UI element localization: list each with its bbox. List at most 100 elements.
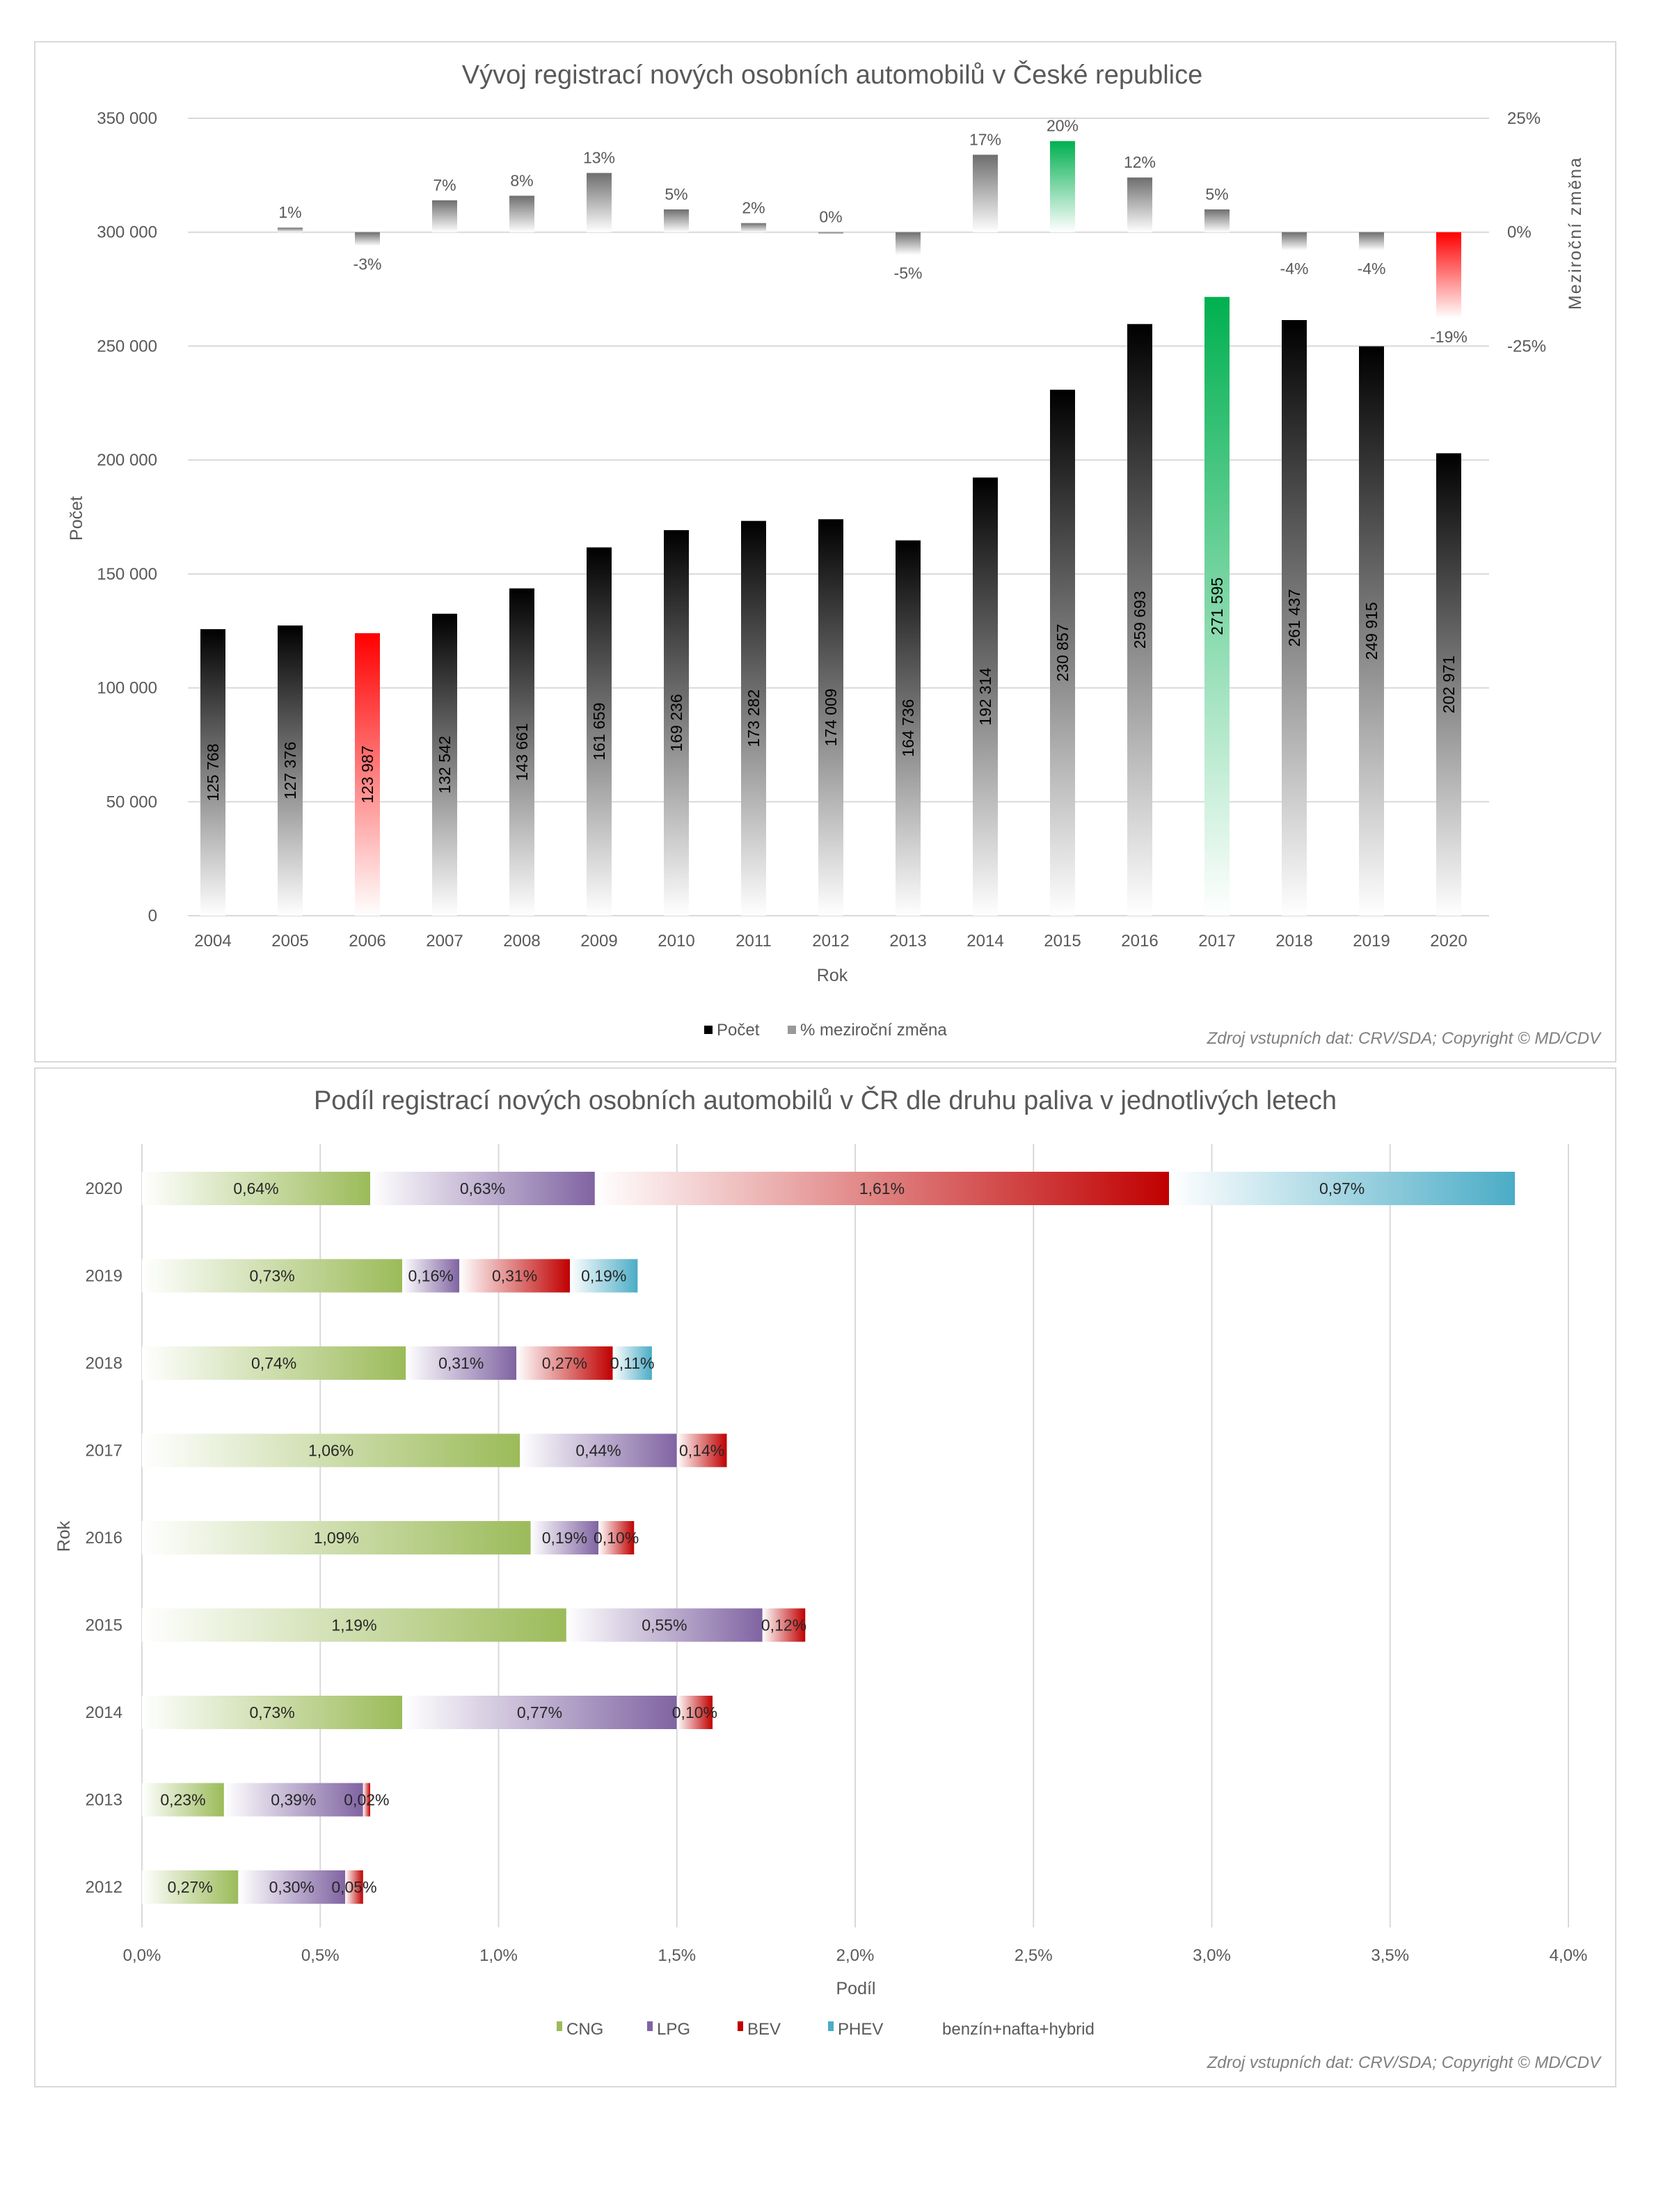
yoy-value-label: -4%	[1358, 260, 1386, 278]
bar-count-2014	[973, 477, 998, 916]
y-tick-label: 2012	[86, 1878, 122, 1897]
bar-bev-2020	[594, 1172, 1169, 1205]
yoy-value-label: 2%	[742, 199, 765, 217]
yoy-value-label: 12%	[1124, 153, 1156, 171]
bar-count-2013	[896, 540, 921, 916]
x-tick-label: 3,5%	[1371, 1946, 1409, 1965]
y-tick-label: 2019	[86, 1267, 122, 1286]
x-tick-label: 4,0%	[1550, 1946, 1588, 1965]
bar-yoy-2016	[1127, 177, 1152, 232]
bar-value-label: 174 009	[822, 689, 840, 747]
bar-yoy-2014	[973, 154, 998, 232]
legend-label-yoy: % meziroční změna	[800, 1021, 947, 1040]
legend-label: benzín+nafta+hybrid	[942, 2020, 1095, 2039]
bar-value-label: 202 971	[1440, 655, 1458, 713]
yoy-value-label: 5%	[1205, 185, 1228, 203]
bar-value-label: 0,73%	[249, 1703, 294, 1721]
legend: CNG LPG BEV PHEV benzín+nafta+hybrid	[557, 2020, 1095, 2039]
bar-cng-2020	[142, 1172, 370, 1205]
bar-value-label: 0,05%	[331, 1878, 376, 1896]
bar-cng-2017	[142, 1433, 520, 1467]
bar-lpg-2018	[406, 1346, 517, 1380]
y-tick-label: 150 000	[97, 565, 157, 584]
x-tick-label: 0,0%	[123, 1946, 161, 1965]
bar-lpg-2016	[530, 1521, 598, 1554]
bar-yoy-2007	[432, 200, 457, 232]
y-axis-label: Rok	[54, 1520, 74, 1552]
legend-label: BEV	[747, 2020, 781, 2039]
bar-value-label: 0,97%	[1319, 1179, 1365, 1197]
bar-cng-2018	[142, 1346, 406, 1380]
bar-yoy-2017	[1204, 209, 1230, 232]
yoy-value-label: 13%	[583, 149, 615, 167]
bar-count-2007	[432, 614, 457, 916]
legend-swatch-yoy	[788, 1026, 796, 1034]
bar-value-label: 0,19%	[542, 1529, 587, 1547]
legend-swatch	[828, 2021, 834, 2031]
bar-bev-2015	[762, 1608, 806, 1642]
x-tick-label: 2016	[1121, 932, 1158, 950]
y2-axis-label: Meziroční změna	[1566, 157, 1585, 310]
bar-value-label: 161 659	[590, 703, 608, 761]
x-tick-label: 2019	[1353, 932, 1390, 950]
x-tick-label: 2017	[1198, 932, 1235, 950]
bar-bev-2017	[676, 1433, 727, 1467]
bar-value-label: 0,64%	[233, 1179, 278, 1197]
chart-panel-fuel-share	[34, 1067, 1616, 2087]
bar-value-label: 164 736	[899, 699, 917, 757]
yoy-value-label: -4%	[1280, 260, 1309, 278]
bar-count-2005	[278, 625, 303, 916]
bar-value-label: 0,12%	[761, 1616, 806, 1634]
bar-bev-2012	[345, 1870, 363, 1904]
yoy-value-label: 0%	[819, 208, 842, 226]
bar-value-label: 0,10%	[672, 1703, 717, 1721]
y-tick-label: 0	[148, 907, 157, 925]
x-tick-label: 2008	[503, 932, 540, 950]
bar-bev-2018	[516, 1346, 613, 1380]
bar-count-2018	[1282, 319, 1307, 916]
x-tick-label: 1,0%	[479, 1946, 518, 1965]
x-axis-label: Rok	[817, 966, 848, 985]
bar-value-label: 0,02%	[344, 1791, 389, 1809]
y-tick-label: 2015	[86, 1616, 122, 1635]
bar-yoy-2020	[1436, 232, 1461, 319]
yoy-value-label: 5%	[665, 185, 687, 203]
legend-label-pocet: Počet	[717, 1021, 760, 1040]
legend-label: PHEV	[838, 2020, 883, 2039]
bar-bev-2016	[598, 1521, 635, 1554]
bar-value-label: 123 987	[358, 745, 376, 803]
y-tick-label: 100 000	[97, 679, 157, 698]
bar-count-2020	[1436, 453, 1461, 916]
source-note: Zdroj vstupních dat: CRV/SDA; Copyright …	[1207, 2053, 1602, 2072]
bar-value-label: 261 437	[1285, 589, 1303, 646]
bar-value-label: 0,77%	[517, 1703, 562, 1721]
x-tick-label: 2007	[426, 932, 463, 950]
x-tick-label: 0,5%	[301, 1946, 340, 1965]
yoy-value-label: -5%	[894, 264, 923, 282]
bar-bev-2019	[459, 1259, 570, 1293]
bar-value-label: 127 376	[281, 742, 299, 799]
bar-value-label: 0,74%	[251, 1354, 296, 1372]
bar-value-label: 1,06%	[308, 1442, 353, 1460]
x-tick-label: 2020	[1430, 932, 1467, 950]
bar-value-label: 0,55%	[642, 1616, 687, 1634]
chart-title: Podíl registrací nových osobních automob…	[314, 1085, 1337, 1115]
x-tick-label: 1,5%	[658, 1946, 696, 1965]
bar-value-label: 0,27%	[168, 1878, 213, 1896]
bar-yoy-2009	[587, 173, 612, 232]
bar-value-label: 125 768	[204, 744, 222, 802]
bar-count-2009	[587, 547, 612, 916]
bar-lpg-2019	[402, 1259, 460, 1293]
bar-cng-2014	[142, 1696, 403, 1729]
bar-value-label: 143 661	[513, 723, 531, 781]
yoy-value-label: 1%	[278, 203, 301, 221]
yoy-value-label: 8%	[510, 171, 533, 189]
y-tick-label: 200 000	[97, 451, 157, 470]
yoy-value-label: 20%	[1047, 117, 1079, 135]
y2-tick-label: -25%	[1507, 337, 1546, 356]
bar-value-label: 0,73%	[249, 1267, 294, 1285]
bar-bev-2014	[676, 1696, 713, 1729]
bar-value-label: 0,23%	[160, 1791, 205, 1809]
bar-count-2012	[818, 519, 843, 916]
